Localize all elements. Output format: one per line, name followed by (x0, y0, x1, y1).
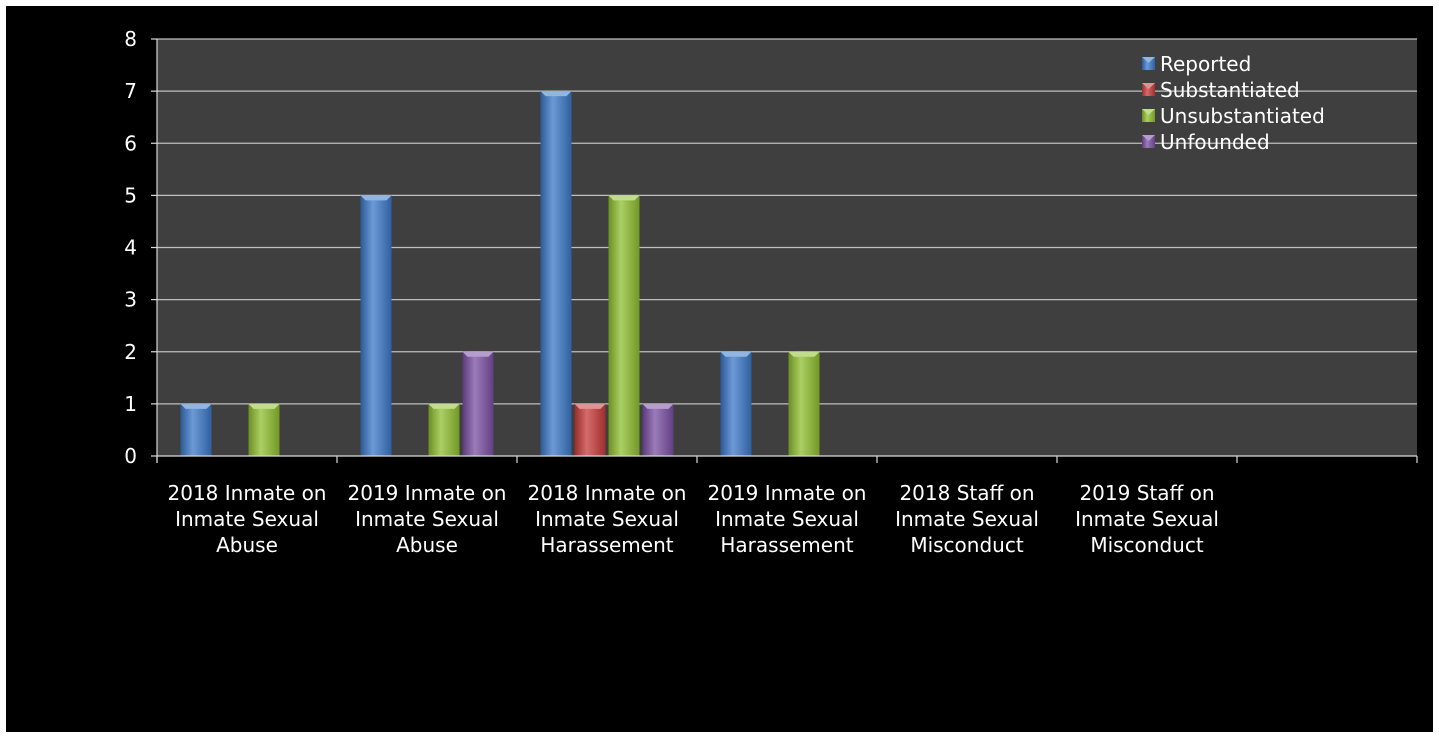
legend-swatch-unfounded (1142, 135, 1155, 148)
bar-cap (788, 351, 820, 357)
legend-swatch-unsubstantiated (1142, 109, 1155, 122)
legend-label-substantiated: Substantiated (1160, 78, 1300, 102)
bar-cap (462, 351, 494, 357)
legend-label-unfounded: Unfounded (1160, 130, 1270, 154)
bars (180, 91, 820, 456)
bar-cap (574, 403, 606, 409)
bar-unsubstantiated (608, 195, 640, 456)
x-category-label: 2019 Inmate on (708, 481, 867, 505)
bar-cap (642, 403, 674, 409)
bar-cap (180, 403, 212, 409)
legend-swatch-reported (1142, 57, 1155, 70)
x-category-label: Inmate Sexual (175, 507, 319, 531)
x-category-label: Abuse (216, 533, 278, 557)
x-category-label: Harassement (540, 533, 673, 557)
x-category-label: 2018 Staff on (899, 481, 1034, 505)
bar-unsubstantiated (248, 403, 280, 456)
bar-cap (428, 403, 460, 409)
bar-unfounded (642, 403, 674, 456)
bar-reported (540, 91, 572, 456)
y-tick-label: 0 (124, 444, 137, 468)
legend-swatch-cap (1142, 109, 1155, 115)
bar-reported (180, 403, 212, 456)
y-tick-label: 3 (124, 288, 137, 312)
bar-cap (360, 195, 392, 201)
bar-unfounded (462, 351, 494, 456)
legend-swatch-cap (1142, 57, 1155, 63)
y-tick-label: 5 (124, 183, 137, 207)
bar-substantiated (574, 403, 606, 456)
legend-swatch-cap (1142, 83, 1155, 89)
x-category-label: 2019 Inmate on (348, 481, 507, 505)
x-category-label: Inmate Sexual (535, 507, 679, 531)
axes (151, 38, 1418, 463)
legend-label-reported: Reported (1160, 52, 1251, 76)
y-tick-label: 6 (124, 131, 137, 155)
x-category-label: Inmate Sexual (1075, 507, 1219, 531)
x-category-label: 2018 Inmate on (528, 481, 687, 505)
bar-cap (540, 91, 572, 97)
y-tick-label: 4 (124, 236, 137, 260)
x-category-label: Inmate Sexual (715, 507, 859, 531)
y-tick-label: 1 (124, 392, 137, 416)
bar-cap (720, 351, 752, 357)
legend-swatch-substantiated (1142, 83, 1155, 96)
y-tick-label: 2 (124, 340, 137, 364)
bar-reported (360, 195, 392, 456)
y-axis-ticks: 0 1 2 3 4 5 6 7 8 (124, 27, 137, 468)
y-tick-label: 7 (124, 79, 137, 103)
x-category-label: Inmate Sexual (895, 507, 1039, 531)
x-category-label: Misconduct (910, 533, 1024, 557)
y-tick-label: 8 (124, 27, 137, 51)
legend: ReportedSubstantiatedUnsubstantiatedUnfo… (1142, 52, 1325, 154)
bar-reported (720, 351, 752, 456)
x-category-label: 2019 Staff on (1079, 481, 1214, 505)
x-category-label: Harassement (720, 533, 853, 557)
legend-label-unsubstantiated: Unsubstantiated (1160, 104, 1325, 128)
x-category-label: Misconduct (1090, 533, 1204, 557)
bar-unsubstantiated (428, 403, 460, 456)
bar-unsubstantiated (788, 351, 820, 456)
x-category-label: Abuse (396, 533, 458, 557)
legend-swatch-cap (1142, 135, 1155, 141)
x-category-label: 2018 Inmate on (168, 481, 327, 505)
bar-cap (248, 403, 280, 409)
x-category-label: Inmate Sexual (355, 507, 499, 531)
bar-cap (608, 195, 640, 201)
